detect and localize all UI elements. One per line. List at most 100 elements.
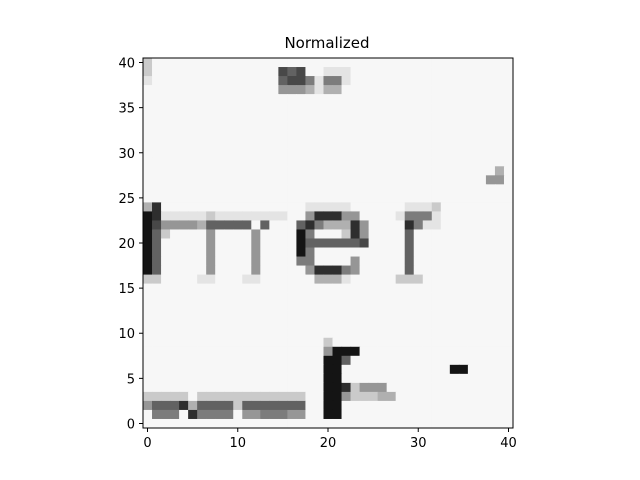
heatmap-cell bbox=[377, 247, 388, 258]
heatmap-cell bbox=[350, 373, 361, 384]
heatmap-cell bbox=[449, 229, 460, 240]
heatmap-cell bbox=[287, 238, 298, 249]
heatmap-cell bbox=[314, 148, 325, 158]
heatmap-cell bbox=[431, 418, 442, 429]
heatmap-cell bbox=[233, 67, 243, 77]
heatmap-cell bbox=[467, 166, 478, 176]
heatmap-cell bbox=[206, 148, 216, 158]
heatmap-cell bbox=[206, 274, 216, 285]
heatmap-cell bbox=[242, 310, 252, 321]
heatmap-cell bbox=[368, 85, 379, 95]
heatmap-cell bbox=[269, 193, 279, 203]
heatmap-cell bbox=[494, 256, 505, 267]
heatmap-cell bbox=[188, 382, 198, 393]
heatmap-cell bbox=[260, 319, 270, 330]
heatmap-cell bbox=[440, 391, 451, 402]
heatmap-cell bbox=[215, 121, 225, 131]
heatmap-cell bbox=[278, 220, 288, 231]
heatmap-cell bbox=[494, 418, 505, 429]
heatmap-cell bbox=[341, 409, 352, 420]
heatmap-cell bbox=[251, 112, 261, 122]
heatmap-cell bbox=[476, 319, 487, 330]
heatmap-cell bbox=[431, 148, 442, 158]
heatmap-cell bbox=[269, 112, 279, 122]
heatmap-cell bbox=[368, 337, 379, 348]
heatmap-cell bbox=[233, 409, 243, 420]
y-tick-label: 35 bbox=[118, 102, 135, 117]
heatmap-cell bbox=[143, 364, 153, 375]
heatmap-cell bbox=[188, 76, 198, 86]
heatmap-cell bbox=[170, 67, 180, 77]
heatmap-cell bbox=[287, 67, 298, 77]
heatmap-cell bbox=[458, 391, 469, 402]
heatmap-cell bbox=[377, 391, 388, 402]
heatmap-cell bbox=[233, 139, 243, 149]
heatmap-cell bbox=[449, 220, 460, 231]
heatmap-cell bbox=[242, 373, 252, 384]
heatmap-cell bbox=[143, 229, 153, 240]
heatmap-cell bbox=[494, 265, 505, 276]
heatmap-cell bbox=[395, 139, 406, 149]
heatmap-cell bbox=[503, 184, 514, 194]
heatmap-cell bbox=[449, 382, 460, 393]
heatmap-cell bbox=[503, 211, 514, 222]
heatmap-cell bbox=[179, 328, 189, 339]
heatmap-cell bbox=[458, 211, 469, 222]
heatmap-cell bbox=[323, 310, 334, 321]
heatmap-cell bbox=[161, 247, 171, 258]
heatmap-cell bbox=[440, 184, 451, 194]
heatmap-cell bbox=[494, 328, 505, 339]
heatmap-cell bbox=[458, 292, 469, 303]
heatmap-cell bbox=[467, 130, 478, 140]
heatmap-cell bbox=[152, 157, 162, 167]
heatmap-cell bbox=[341, 175, 352, 185]
heatmap-cell bbox=[233, 382, 243, 393]
heatmap-cell bbox=[233, 157, 243, 167]
heatmap-cell bbox=[179, 364, 189, 375]
heatmap-cell bbox=[260, 247, 270, 258]
heatmap-cell bbox=[359, 238, 370, 249]
heatmap-cell bbox=[188, 292, 198, 303]
heatmap-cell bbox=[224, 247, 234, 258]
heatmap-cell bbox=[269, 157, 279, 167]
heatmap-cell bbox=[458, 319, 469, 330]
heatmap-cell bbox=[341, 139, 352, 149]
heatmap-cell bbox=[179, 310, 189, 321]
heatmap-cell bbox=[458, 220, 469, 231]
heatmap-cell bbox=[359, 211, 370, 222]
heatmap-cell bbox=[503, 139, 514, 149]
heatmap-cell bbox=[332, 148, 343, 158]
heatmap-cell bbox=[458, 373, 469, 384]
heatmap-cell bbox=[332, 121, 343, 131]
heatmap-cell bbox=[269, 166, 279, 176]
heatmap-cell bbox=[224, 382, 234, 393]
heatmap-cell bbox=[422, 391, 433, 402]
heatmap-cell bbox=[269, 319, 279, 330]
heatmap-cell bbox=[314, 211, 325, 222]
heatmap-cell bbox=[368, 112, 379, 122]
heatmap-cell bbox=[494, 166, 505, 176]
heatmap-cell bbox=[296, 346, 307, 357]
heatmap-cell bbox=[269, 337, 279, 348]
heatmap-cell bbox=[494, 148, 505, 158]
heatmap-cell bbox=[413, 337, 424, 348]
heatmap-cell bbox=[143, 175, 153, 185]
heatmap-cell bbox=[179, 418, 189, 429]
heatmap-cell bbox=[242, 265, 252, 276]
heatmap-cell bbox=[197, 58, 207, 68]
heatmap-cell bbox=[152, 265, 162, 276]
heatmap-cell bbox=[215, 229, 225, 240]
heatmap-cell bbox=[179, 301, 189, 312]
heatmap-cell bbox=[143, 400, 153, 411]
heatmap-cell bbox=[161, 211, 171, 222]
heatmap-cell bbox=[332, 373, 343, 384]
heatmap-cell bbox=[503, 130, 514, 140]
heatmap-cell bbox=[179, 337, 189, 348]
heatmap-cell bbox=[197, 373, 207, 384]
heatmap-cell bbox=[458, 346, 469, 357]
heatmap-cell bbox=[305, 319, 316, 330]
heatmap-cell bbox=[242, 193, 252, 203]
heatmap-cell bbox=[377, 400, 388, 411]
heatmap-cell bbox=[287, 58, 298, 68]
heatmap-cell bbox=[152, 364, 162, 375]
